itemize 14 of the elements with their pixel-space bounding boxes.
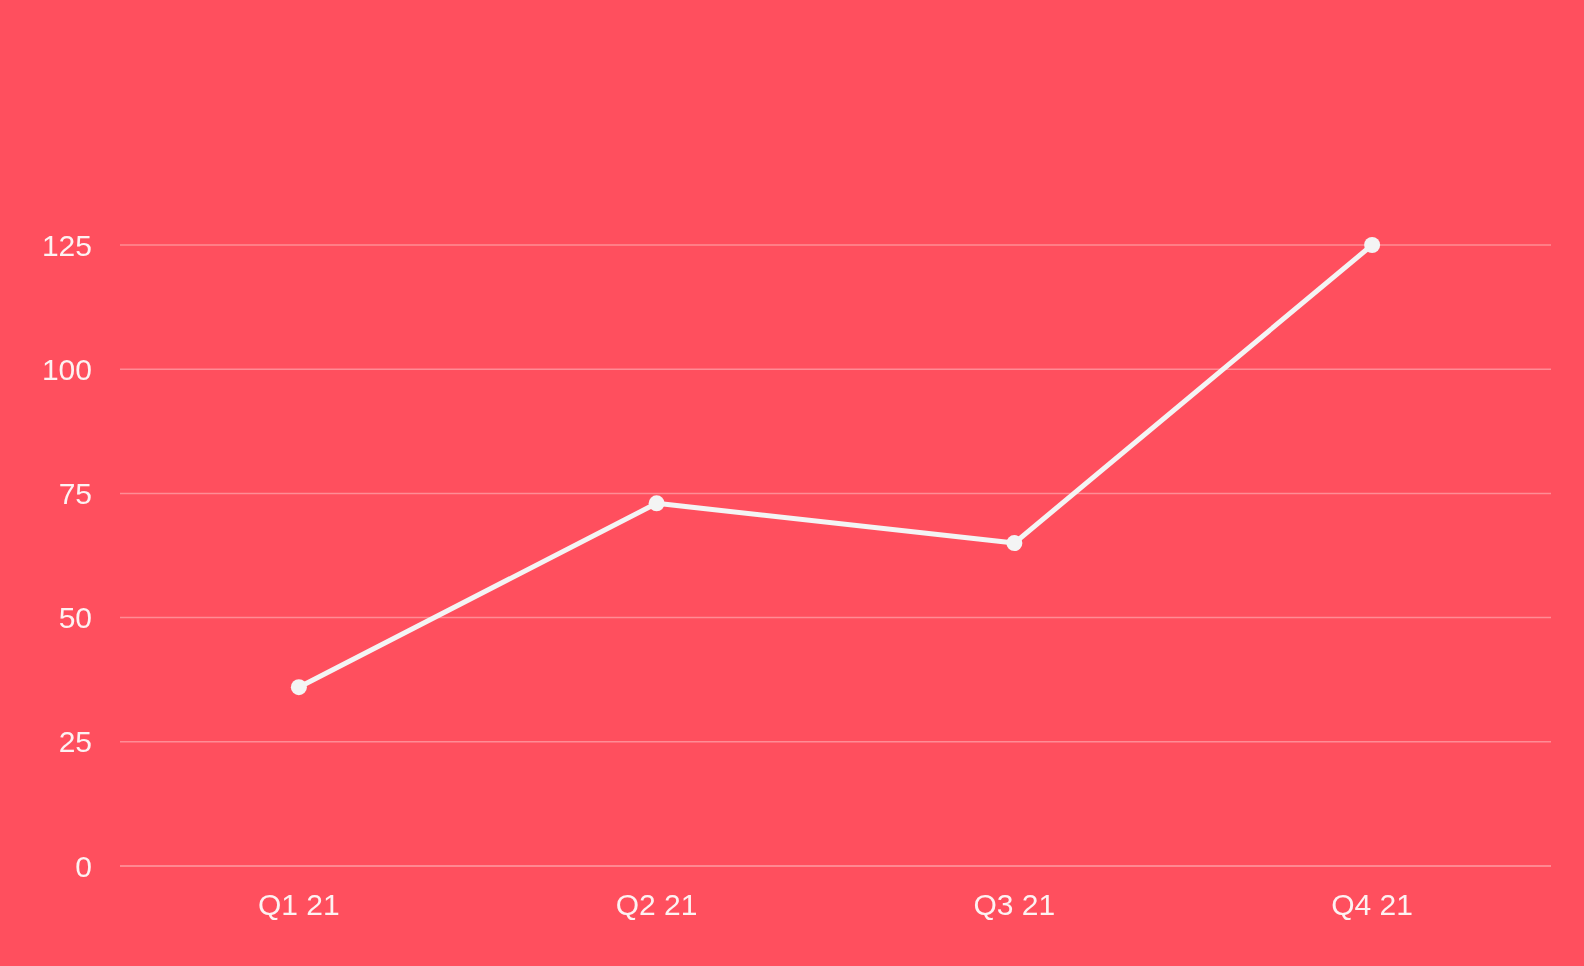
x-tick-label: Q3 21: [973, 887, 1056, 921]
x-tick-label: Q4 21: [1331, 887, 1413, 921]
y-tick-label: 50: [58, 601, 92, 635]
point: [648, 495, 665, 512]
y-tick-label: 100: [41, 352, 92, 386]
point: [1364, 237, 1381, 253]
y-tick-label: 125: [41, 228, 92, 262]
point: [290, 679, 307, 696]
y-tick-label: 75: [58, 476, 92, 510]
x-tick-label: Q2 21: [615, 887, 698, 921]
y-tick-label: 0: [75, 849, 92, 883]
point: [1006, 535, 1023, 552]
y-tick-label: 25: [58, 725, 92, 759]
x-tick-label: Q1 21: [258, 887, 340, 921]
